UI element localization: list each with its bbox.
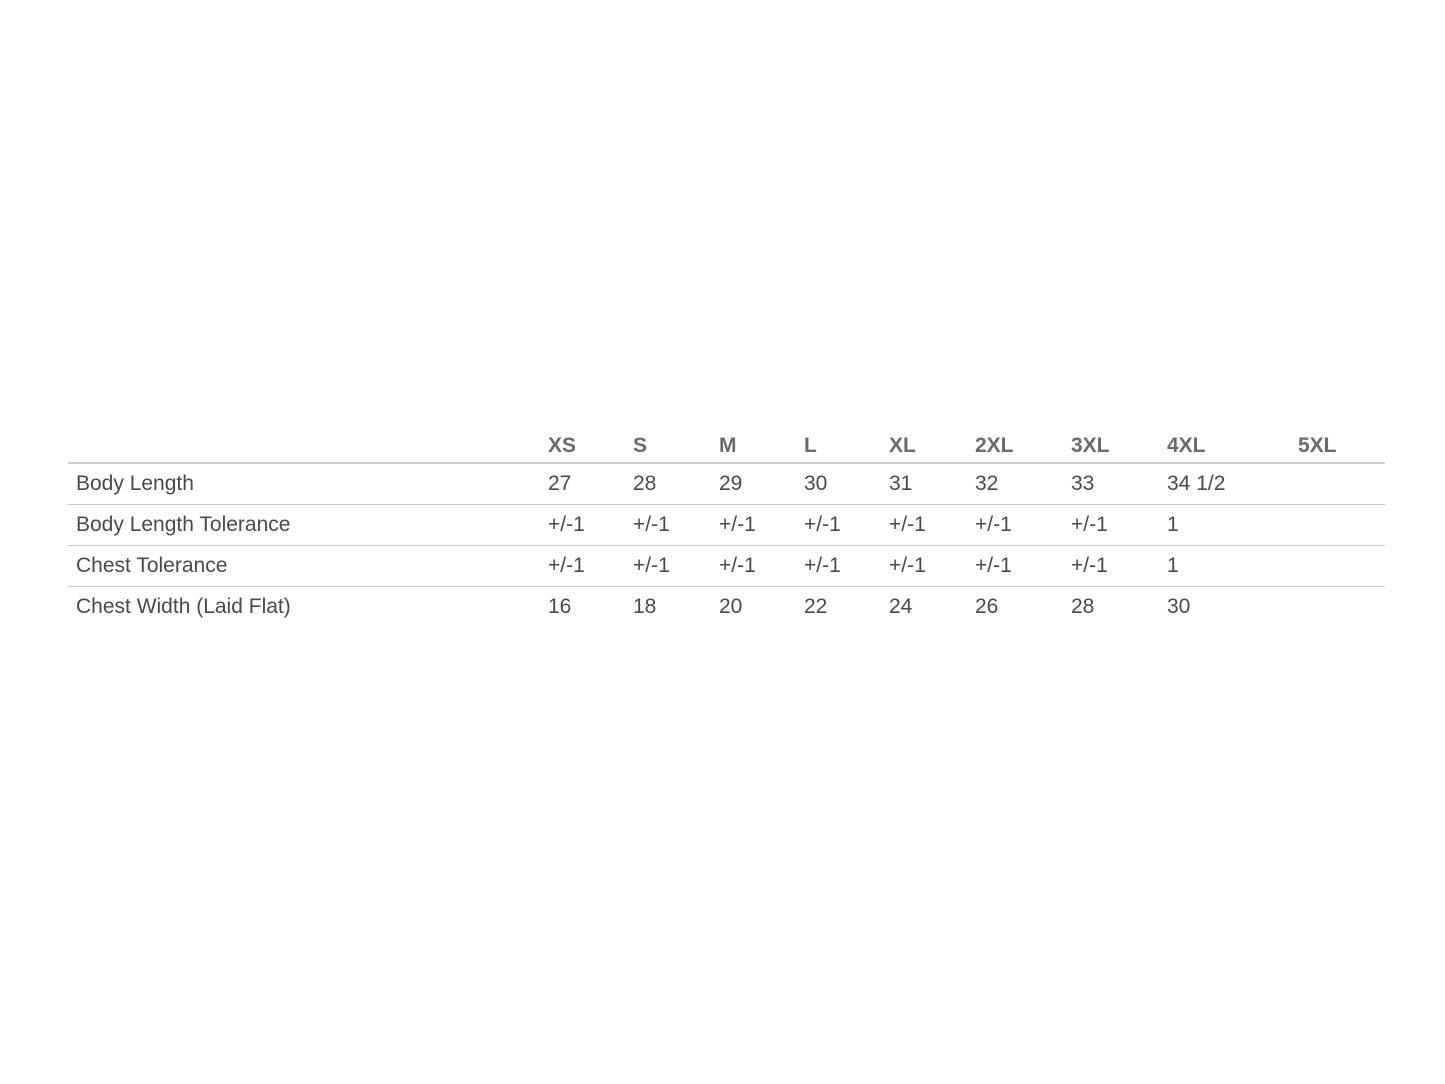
table-cell: +/-1 [889,554,926,577]
column-header-xl: XL [889,434,916,457]
column-header-2xl: 2XL [975,434,1014,457]
table-row: Body Length Tolerance +/-1 +/-1 +/-1 +/-1 +/-… [68,505,1385,546]
table-cell: 28 [1071,595,1095,618]
row-label: Body Length [76,472,194,495]
table-cell: 30 [1167,595,1191,618]
table-cell: 28 [633,472,657,495]
column-header-3xl: 3XL [1071,434,1110,457]
table-cell: 34 1/2 [1167,472,1226,495]
table-cell: +/-1 [1071,554,1108,577]
table-cell: 30 [804,472,828,495]
table-row: Chest Tolerance +/-1 +/-1 +/-1 +/-1 +/-1 +/-1 +… [68,546,1385,587]
table-cell: 1 [1167,554,1179,577]
table-cell: 1 [1167,513,1179,536]
table-cell: +/-1 [719,513,756,536]
table-cell: +/-1 [975,554,1012,577]
table-cell: +/-1 [975,513,1012,536]
table-cell: 16 [548,595,572,618]
table-row: Body Length 27 28 29 30 31 32 33 34 1/2 [68,464,1385,505]
table-cell: +/-1 [633,513,670,536]
column-header-4xl: 4XL [1167,434,1206,457]
table-cell: 29 [719,472,743,495]
table-cell: 33 [1071,472,1095,495]
table-cell: +/-1 [548,554,585,577]
table-cell: 22 [804,595,828,618]
table-cell: +/-1 [804,513,841,536]
row-label: Chest Tolerance [76,554,228,577]
column-header-l: L [804,434,817,457]
table-cell: +/-1 [1071,513,1108,536]
table-cell: 24 [889,595,913,618]
table-cell: +/-1 [633,554,670,577]
table-cell: +/-1 [804,554,841,577]
table-cell: +/-1 [889,513,926,536]
table-cell: 20 [719,595,743,618]
table-cell: +/-1 [548,513,585,536]
table-cell: 27 [548,472,572,495]
table-header-row: XS S M L XL 2XL 3XL 4XL 5XL [68,427,1385,464]
row-label: Chest Width (Laid Flat) [76,595,291,618]
row-label: Body Length Tolerance [76,513,291,536]
table-cell: 26 [975,595,999,618]
column-header-5xl: 5XL [1298,434,1337,457]
column-header-s: S [633,434,648,457]
table-cell: 18 [633,595,657,618]
size-chart-table: XS S M L XL 2XL 3XL 4XL 5XL Body Length 27 28 29 30 3… [68,427,1385,627]
table-cell: 31 [889,472,913,495]
table-row: Chest Width (Laid Flat) 16 18 20 22 24 26 28 30 [68,587,1385,627]
table-cell: +/-1 [719,554,756,577]
column-header-m: M [719,434,737,457]
column-header-xs: XS [548,434,577,457]
table-cell: 32 [975,472,999,495]
